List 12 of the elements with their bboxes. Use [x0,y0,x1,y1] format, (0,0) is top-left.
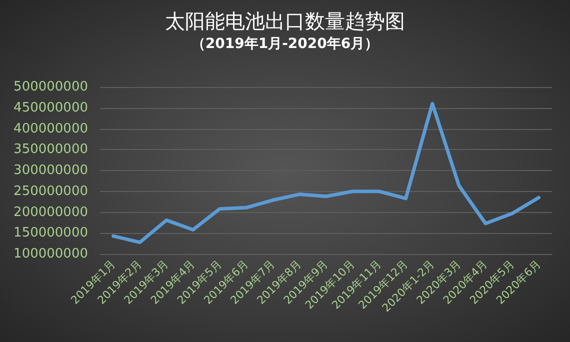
y-tick-label: 250000000 [14,184,88,199]
y-tick-label: 150000000 [14,226,88,241]
y-tick-label: 500000000 [14,80,88,94]
y-tick-label: 300000000 [14,163,88,178]
y-tick-label: 350000000 [14,142,88,158]
y-tick-label: 450000000 [14,100,88,116]
chart-subtitle: （2019年1月-2020年6月） [191,36,379,52]
y-tick-label: 200000000 [14,204,88,220]
y-tick-label: 400000000 [14,121,88,136]
y-tick-label: 100000000 [14,246,88,262]
chart-title: 太阳能电池出口数量趋势图 [165,9,405,33]
line-series [112,102,540,244]
